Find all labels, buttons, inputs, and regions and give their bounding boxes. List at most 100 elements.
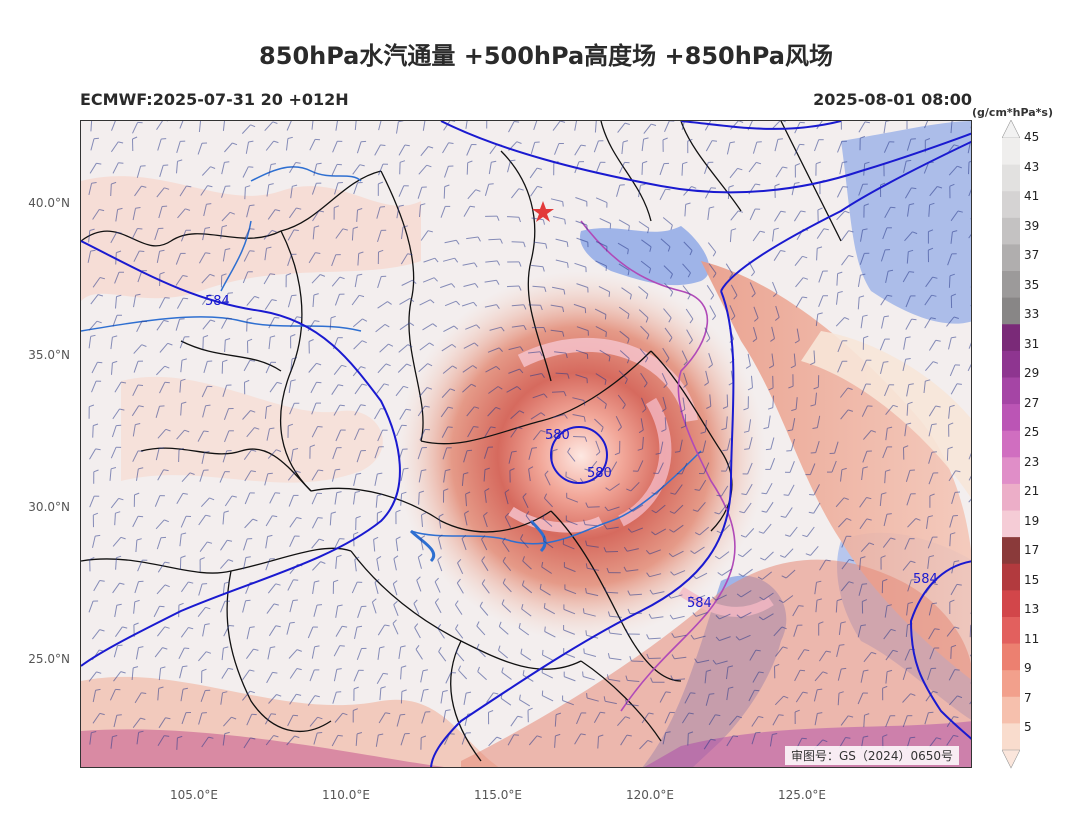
wind-barb-flag (210, 166, 216, 169)
wind-barb-flag (465, 491, 471, 495)
wind-barb (765, 482, 773, 495)
wind-barb (928, 340, 937, 351)
wind-barb-flag (607, 611, 611, 617)
wind-barb (440, 691, 444, 704)
wind-barb (841, 230, 850, 241)
wind-barb-flag (842, 186, 848, 188)
wind-barb (925, 276, 934, 288)
wind-barb-flag (555, 733, 561, 737)
wind-barb-flag (755, 649, 761, 652)
moisture-vortex (396, 271, 766, 641)
wind-barb (289, 600, 294, 613)
wind-barb (697, 501, 706, 512)
wind-barb-flag (689, 250, 693, 256)
wind-barb (643, 123, 652, 134)
wind-barb-flag (355, 515, 361, 519)
colorbar-label: 31 (1024, 336, 1040, 351)
wind-barb-flag (496, 736, 502, 740)
wind-barb (572, 414, 585, 418)
wind-barb-flag (204, 450, 210, 453)
wind-barb-flag (670, 273, 673, 279)
wind-barb-flag (500, 326, 505, 332)
colorbar-cell (1002, 723, 1020, 751)
wind-barb (176, 141, 181, 154)
wind-barb (674, 504, 684, 514)
wind-barb-flag (880, 182, 886, 186)
wind-barb (441, 343, 453, 352)
wind-barb-flag (871, 651, 877, 655)
wind-barb (422, 323, 433, 331)
wind-barb (949, 534, 951, 547)
wind-barb (396, 424, 403, 437)
wind-barb (444, 300, 457, 307)
wind-barb (747, 353, 751, 366)
wind-barb-flag (138, 450, 144, 452)
wind-barb-flag (625, 629, 629, 635)
wind-barb (484, 184, 490, 196)
wind-barb (466, 162, 469, 175)
wind-barb (950, 210, 959, 222)
wind-barb (131, 228, 138, 240)
wind-barb-flag (99, 209, 105, 212)
wind-barb (518, 627, 530, 636)
wind-barb (243, 250, 251, 262)
wind-barb (860, 229, 864, 242)
wind-barb (135, 539, 138, 553)
wind-barb (378, 712, 386, 724)
wind-barb-flag (622, 140, 629, 143)
wind-barb-flag (794, 339, 800, 344)
wind-barb-flag (293, 229, 299, 231)
wind-barb (420, 146, 429, 157)
moisture-band-east (701, 261, 971, 680)
wind-barb-flag (203, 430, 209, 433)
wind-barb (564, 566, 576, 573)
wind-barb-flag (254, 427, 260, 430)
wind-barb-flag (89, 556, 95, 560)
lat-label-35: 35.0°N (28, 348, 70, 362)
wind-barb-flag (760, 557, 766, 561)
wind-barb (113, 645, 118, 658)
wind-barb (696, 572, 708, 580)
wind-barb (835, 317, 845, 327)
wind-barb-flag (778, 714, 784, 716)
wind-barb-flag (670, 675, 674, 681)
wind-barb (970, 286, 971, 288)
wind-barb (520, 538, 529, 549)
wind-barb-flag (731, 315, 736, 321)
wind-barb-flag (608, 356, 611, 362)
wind-barb (266, 672, 273, 684)
wind-barb (749, 208, 756, 221)
wind-barb (739, 634, 751, 641)
wind-barb-flag (430, 299, 435, 304)
wind-barb-flag (600, 711, 606, 714)
wind-barb (816, 228, 825, 239)
colorbar-cell (1002, 670, 1020, 698)
wind-barb (354, 121, 357, 131)
wind-barb (287, 714, 294, 727)
wind-barb (788, 484, 795, 496)
wind-barb-flag (96, 320, 102, 324)
wind-barb-flag (378, 733, 384, 736)
wind-barb-flag (182, 687, 188, 690)
wind-barb-flag (648, 268, 652, 274)
wind-barb-flag (560, 121, 566, 123)
wind-barb (740, 590, 752, 598)
wind-barb (352, 164, 361, 175)
wind-barb (729, 230, 732, 243)
wind-barb (748, 419, 752, 432)
colorbar-cell (1002, 643, 1020, 671)
wind-barb (374, 446, 380, 459)
wind-barb (157, 688, 160, 701)
wind-barb-flag (377, 493, 383, 497)
wind-barb (554, 714, 557, 727)
wind-barb-flag (116, 294, 122, 298)
wind-barb (586, 697, 599, 702)
wind-barb (461, 732, 467, 745)
wind-barb (114, 381, 122, 393)
wind-barb (243, 228, 250, 240)
wind-barb-flag (584, 436, 588, 442)
wind-barb-flag (626, 488, 632, 492)
wind-barb (290, 186, 293, 199)
wind-barb (642, 436, 644, 449)
wind-barb (332, 691, 337, 704)
